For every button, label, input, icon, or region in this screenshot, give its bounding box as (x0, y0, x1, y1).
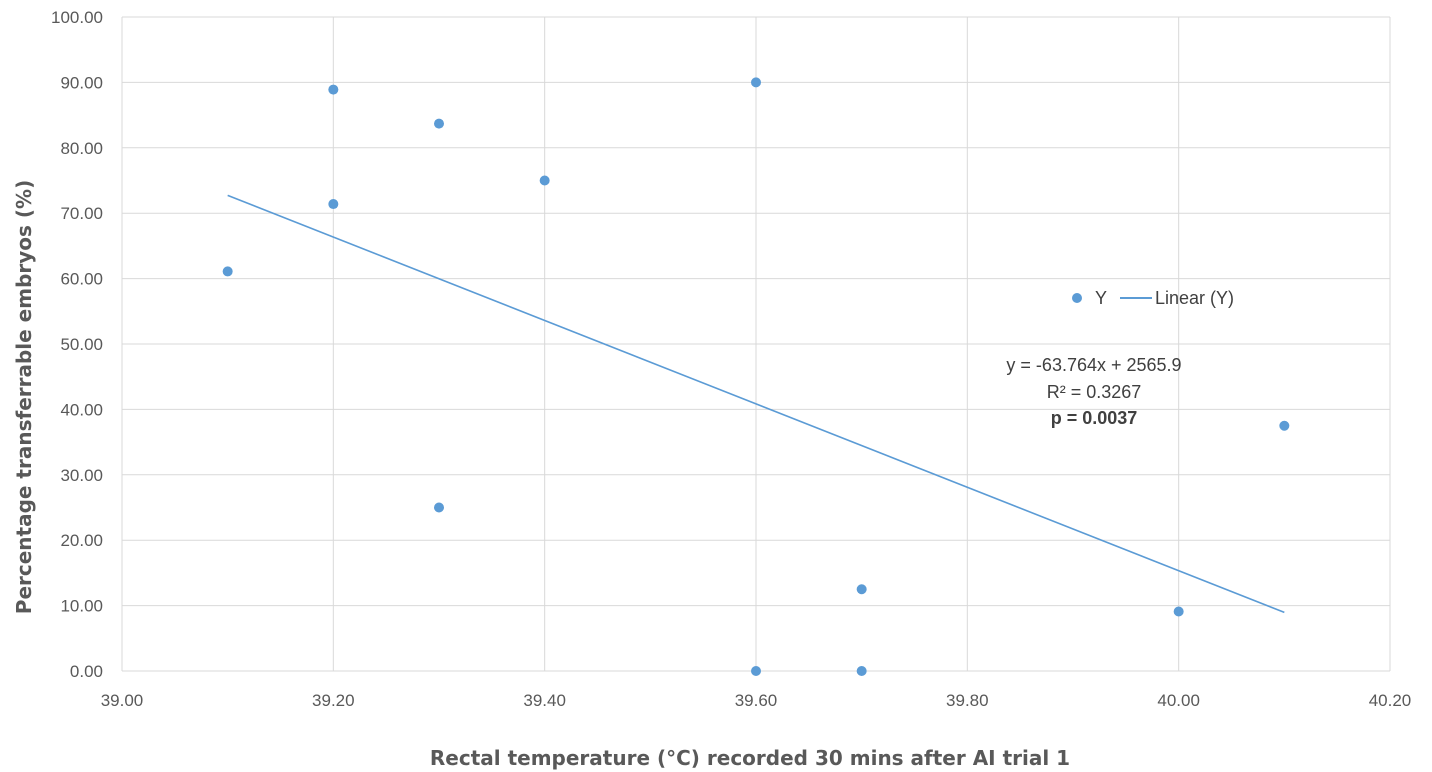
y-tick-label: 10.00 (60, 597, 103, 616)
data-point (222, 266, 233, 277)
y-tick-label: 30.00 (60, 466, 103, 485)
data-point (539, 175, 550, 186)
legend-marker-y (1072, 293, 1082, 303)
x-tick-label: 39.80 (946, 691, 989, 710)
x-tick-label: 39.40 (523, 691, 566, 710)
data-point (1279, 420, 1290, 431)
y-tick-label: 20.00 (60, 531, 103, 550)
legend: Y Linear (Y) (1072, 288, 1234, 308)
data-point (856, 666, 867, 676)
y-tick-label: 0.00 (70, 662, 103, 681)
data-point (328, 199, 339, 210)
y-tick-label: 60.00 (60, 270, 103, 289)
y-tick-label: 70.00 (60, 204, 103, 223)
x-tick-label: 39.20 (312, 691, 355, 710)
y-tick-label: 90.00 (60, 73, 103, 92)
trendline-equation: y = -63.764x + 2565.9 (1006, 355, 1181, 375)
data-points (222, 77, 1290, 676)
trendline-r-squared: R² = 0.3267 (1047, 382, 1142, 402)
data-point (434, 118, 444, 129)
x-axis-tick-labels: 39.00 39.20 39.40 39.60 39.80 40.00 40.20 (101, 691, 1412, 710)
data-point (1173, 606, 1184, 617)
x-tick-label: 40.00 (1157, 691, 1200, 710)
x-tick-label: 39.00 (101, 691, 144, 710)
data-point (751, 666, 761, 676)
trendline-linear (227, 194, 1285, 614)
trendline-p-value: p = 0.0037 (1051, 408, 1138, 428)
y-tick-label: 100.00 (51, 8, 103, 27)
gridlines (121, 16, 1391, 672)
x-axis-title: Rectal temperature (°C) recorded 30 mins… (430, 746, 1070, 770)
legend-label-y: Y (1095, 288, 1107, 308)
x-tick-label: 39.60 (735, 691, 778, 710)
trendline-annotation: y = -63.764x + 2565.9 R² = 0.3267 p = 0.… (1006, 355, 1181, 428)
y-tick-label: 50.00 (60, 335, 103, 354)
trendline-group (227, 194, 1285, 614)
y-tick-label: 40.00 (60, 400, 103, 419)
data-point (856, 584, 867, 595)
data-point (434, 502, 444, 513)
y-axis-tick-labels: 0.00 10.00 20.00 30.00 40.00 50.00 60.00 70.00 8… (51, 8, 103, 681)
data-point (751, 77, 761, 88)
y-axis-title: Percentage transferrable embryos (%) (12, 180, 36, 614)
data-point (328, 84, 339, 95)
y-tick-label: 80.00 (60, 139, 103, 158)
x-tick-label: 40.20 (1369, 691, 1412, 710)
legend-label-linear: Linear (Y) (1155, 288, 1234, 308)
